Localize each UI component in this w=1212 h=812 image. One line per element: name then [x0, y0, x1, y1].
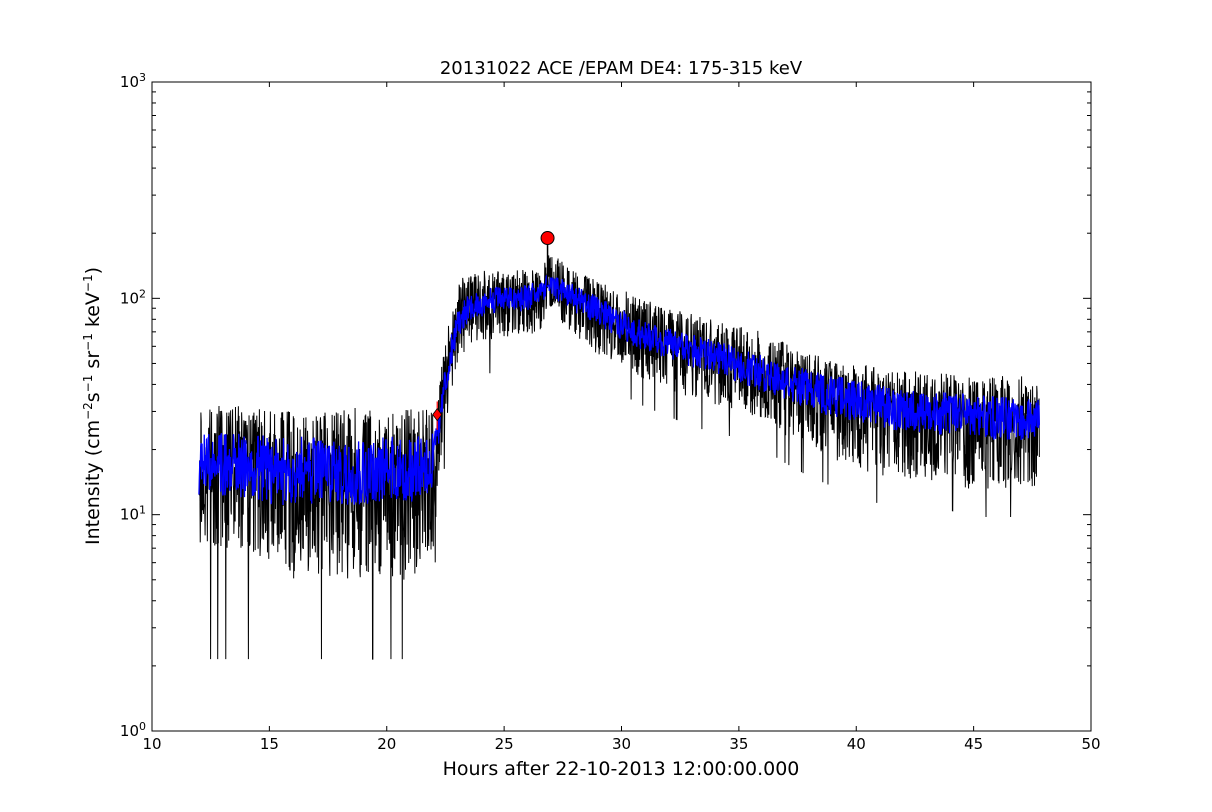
x-tick-label: 15 — [260, 735, 279, 753]
x-tick-label: 20 — [377, 735, 396, 753]
y-axis-label: Intensity (cm−2s−1 sr−1 keV−1) — [81, 267, 104, 545]
y-label-sup: −1 — [81, 333, 95, 351]
y-tick-label: 101 — [120, 503, 146, 524]
x-tick-label: 35 — [729, 735, 748, 753]
peak-marker — [540, 231, 555, 246]
y-label-part: sr — [82, 351, 104, 375]
y-label-part: s — [82, 392, 104, 402]
y-tick-label: 102 — [120, 287, 146, 308]
x-tick-label: 25 — [495, 735, 514, 753]
y-label-part: ) — [82, 267, 104, 274]
onset-marker — [432, 407, 443, 422]
plot-frame — [151, 81, 1092, 732]
x-tick-label: 30 — [612, 735, 631, 753]
tick-layer: 10 15 20 25 30 35 40 45 50 100 101 102 103 — [120, 71, 1101, 754]
y-label-sup: −1 — [81, 375, 95, 393]
x-tick-label: 50 — [1081, 735, 1100, 753]
y-label-part: keV — [82, 292, 104, 333]
y-label-sup: −1 — [81, 274, 95, 292]
data-layer — [198, 231, 1041, 660]
series-smoothed-line — [198, 275, 1041, 506]
x-tick-label: 40 — [847, 735, 866, 753]
y-label-sup: −2 — [81, 402, 95, 420]
y-label-part: Intensity (cm — [82, 420, 104, 545]
y-tick-label: 100 — [120, 720, 146, 741]
chart-title: 20131022 ACE /EPAM DE4: 175-315 keV — [440, 58, 803, 79]
y-tick-label: 103 — [120, 71, 146, 92]
x-axis-label: Hours after 22-10-2013 12:00:00.000 — [443, 758, 800, 780]
x-tick-label: 45 — [964, 735, 983, 753]
x-tick-label: 10 — [142, 735, 161, 753]
